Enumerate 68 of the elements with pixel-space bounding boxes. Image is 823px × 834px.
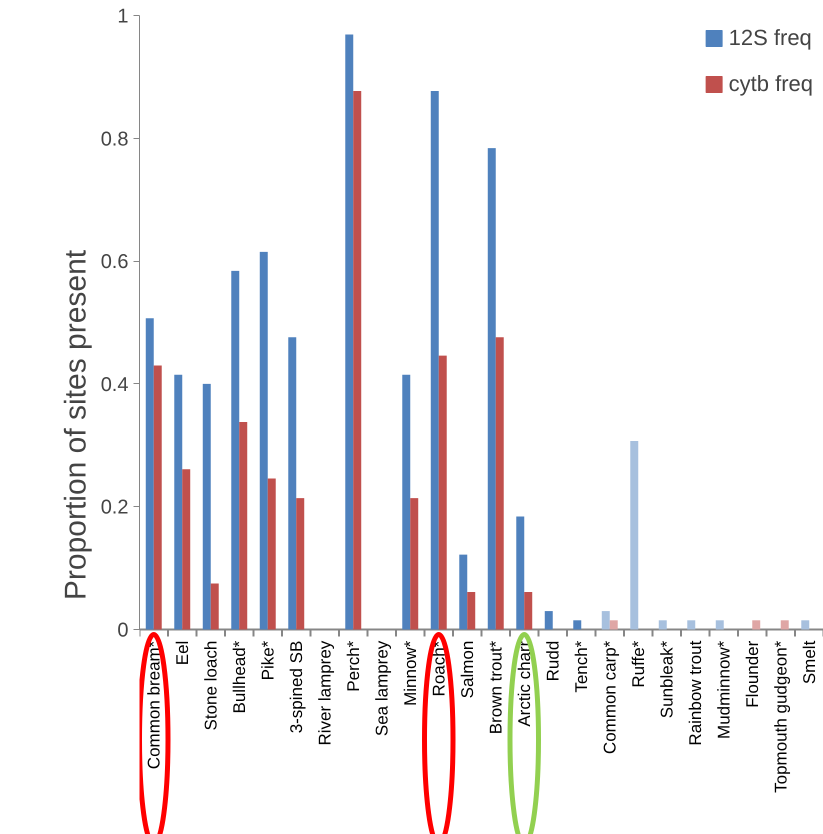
x-tick-label: Brown trout* — [486, 640, 506, 734]
x-tick-label: Common carp* — [600, 640, 620, 754]
x-tick-label: Tench* — [572, 640, 591, 693]
bar — [231, 270, 240, 630]
x-tick-label: Common bream* — [144, 640, 164, 770]
y-axis-title: Proportion of sites present — [60, 249, 93, 600]
bar — [516, 516, 524, 630]
x-tick-label: Perch* — [344, 640, 363, 692]
x-tick-label: 3-spined SB — [286, 640, 306, 734]
x-tick-label: Stone loach — [201, 640, 220, 730]
x-tick-label: Mudminnow* — [714, 640, 734, 739]
bar — [610, 620, 618, 630]
x-tick-label: Sea lamprey — [372, 640, 392, 736]
y-tick-label: 0.6 — [100, 251, 129, 274]
bar — [353, 91, 362, 630]
x-tick-label: Pike* — [258, 640, 278, 680]
bar — [524, 592, 532, 630]
bar — [210, 583, 219, 630]
x-tick-label: Rudd — [543, 640, 562, 682]
bar — [630, 441, 638, 630]
legend-label: 12S freq — [728, 25, 812, 51]
bar — [260, 252, 268, 630]
bar — [780, 620, 789, 630]
x-tick-label: Salmon — [458, 640, 477, 698]
y-tick-label: 1 — [117, 6, 128, 28]
bar — [410, 498, 418, 630]
bar — [182, 469, 190, 630]
x-tick-label: Sunbleak* — [657, 640, 676, 718]
bar — [687, 620, 696, 630]
y-tick-label: 0 — [117, 620, 128, 642]
x-tick-label: Arctic charr — [514, 640, 534, 727]
y-tick-label: 0.2 — [100, 496, 129, 519]
bar — [496, 337, 504, 630]
bar — [801, 620, 810, 630]
x-tick-label: Minnow* — [400, 640, 420, 706]
y-tick-label: 0.8 — [100, 128, 129, 150]
bar — [239, 422, 248, 630]
y-tick-label: 0.4 — [100, 374, 129, 396]
x-tick-label: Ruffe* — [628, 640, 648, 688]
bar — [296, 498, 304, 630]
bar — [146, 318, 154, 630]
bar — [288, 337, 296, 630]
bar — [438, 356, 447, 630]
bar — [202, 384, 211, 630]
bar — [602, 611, 610, 630]
bar — [430, 91, 439, 630]
bar — [573, 620, 582, 630]
bar — [716, 620, 724, 630]
x-tick-label: Rainbow trout — [686, 640, 705, 746]
bar — [154, 365, 162, 630]
bar — [488, 148, 496, 630]
x-tick-label: Roach* — [429, 640, 448, 696]
x-tick-label: River lamprey — [315, 640, 334, 746]
x-tick-label: Bullhead* — [230, 640, 249, 714]
x-tick-label: Smelt — [800, 640, 819, 684]
x-tick-label: Flounder — [742, 640, 762, 708]
bar — [467, 592, 476, 630]
bar — [459, 554, 468, 630]
bar — [268, 478, 276, 630]
bar — [658, 620, 667, 630]
x-tick-label: Topmouth gudgeon* — [771, 640, 790, 793]
legend-label: cytb freq — [728, 71, 813, 97]
bar — [752, 620, 760, 630]
x-tick-label: Eel — [172, 640, 192, 666]
bar — [544, 611, 553, 630]
bar — [402, 374, 410, 630]
bar — [174, 374, 182, 630]
bar — [345, 34, 354, 630]
